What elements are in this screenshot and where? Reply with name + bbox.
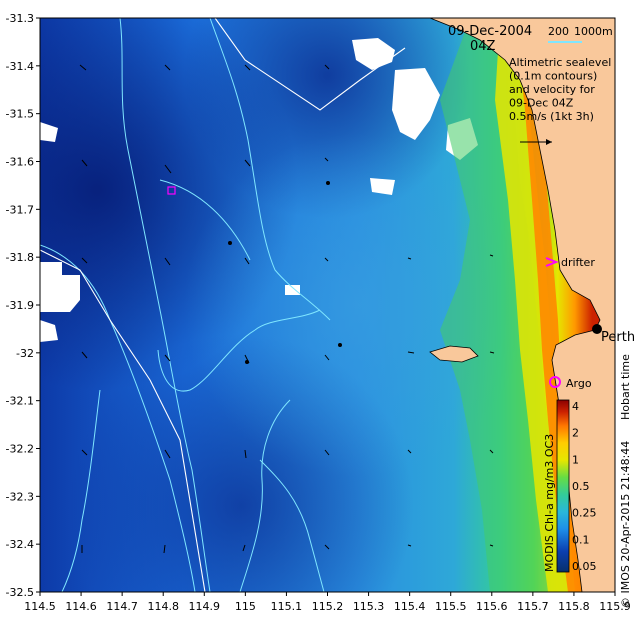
x-tick-label: 115.7 bbox=[517, 600, 549, 613]
y-tick-label: -31.3 bbox=[6, 12, 34, 25]
legend-line: and velocity for bbox=[509, 83, 595, 96]
y-axis-ticks: -31.3 -31.4 -31.5 -31.6 -31.7 -31.8 -31.9 -32 -3… bbox=[6, 12, 40, 599]
x-axis-ticks: 114.5 114.6 114.7 114.8 114.9 115 115.1 115.2 11… bbox=[24, 592, 631, 613]
y-tick-label: -31.8 bbox=[6, 251, 34, 264]
y-tick-label: -32.3 bbox=[6, 490, 34, 503]
plot-area bbox=[40, 18, 615, 592]
x-tick-label: 114.7 bbox=[106, 600, 138, 613]
drifter-label: drifter bbox=[561, 256, 595, 269]
colorbar-tick-label: 2 bbox=[572, 427, 579, 440]
scale-label-right: 1000m bbox=[574, 25, 613, 38]
colorbar-title: MODIS Chl-a mg/m3 OC3 bbox=[543, 434, 556, 572]
colorbar-scale bbox=[556, 399, 570, 573]
y-tick-label: -31.7 bbox=[6, 203, 34, 216]
legend-line: 0.5m/s (1kt 3h) bbox=[509, 110, 594, 123]
x-tick-label: 115.3 bbox=[353, 600, 385, 613]
legend-text-block: Altimetric sealevel(0.1m contours)and ve… bbox=[509, 56, 611, 123]
x-tick-label: 115.2 bbox=[312, 600, 344, 613]
x-tick-label: 115.1 bbox=[271, 600, 303, 613]
square-marker bbox=[167, 186, 176, 195]
legend-line: Altimetric sealevel bbox=[509, 56, 611, 69]
y-tick-label: -31.6 bbox=[6, 156, 34, 169]
y-tick-label: -32.2 bbox=[6, 443, 34, 456]
perth-marker bbox=[592, 324, 602, 334]
legend-line: (0.1m contours) bbox=[509, 70, 597, 83]
x-tick-label: 114.9 bbox=[189, 600, 221, 613]
y-tick-label: -32 bbox=[16, 347, 34, 360]
colorbar-tick-label: 4 bbox=[572, 400, 579, 413]
y-tick-label: -31.9 bbox=[6, 299, 34, 312]
white-boundary-lines bbox=[40, 18, 406, 592]
legend-line: 09-Dec 04Z bbox=[509, 97, 574, 110]
x-tick-label: 115.6 bbox=[476, 600, 508, 613]
drifter-marker bbox=[545, 257, 559, 267]
credit-side: Hobart time bbox=[619, 354, 632, 420]
y-tick-label: -32.4 bbox=[6, 538, 34, 551]
x-tick-label: 115.8 bbox=[558, 600, 590, 613]
colorbar-tick-label: 0.1 bbox=[572, 533, 590, 546]
scale-label-left: 200 bbox=[548, 25, 569, 38]
credit-bottom: © IMOS 20-Apr-2015 21:48:44 bbox=[619, 441, 632, 608]
colorbar-tick-label: 0.5 bbox=[572, 480, 590, 493]
x-tick-label: 114.8 bbox=[147, 600, 179, 613]
y-tick-label: -32.1 bbox=[6, 395, 34, 408]
colorbar: 4 2 1 0.5 0.25 0.1 0.05 MODIS Chl-a mg/m3 OC3 bbox=[543, 399, 597, 573]
sealevel-contours bbox=[40, 18, 331, 592]
y-tick-label: -32.5 bbox=[6, 586, 34, 599]
velocity-arrows bbox=[79, 64, 495, 554]
perth-label: Perth bbox=[601, 330, 635, 345]
time-title: 04Z bbox=[470, 39, 496, 54]
x-tick-label: 114.6 bbox=[65, 600, 97, 613]
argo-label: Argo bbox=[566, 377, 592, 390]
x-tick-label: 114.5 bbox=[24, 600, 56, 613]
argo-marker bbox=[549, 376, 561, 388]
x-tick-label: 115.4 bbox=[394, 600, 426, 613]
x-tick-label: 115.9 bbox=[599, 600, 631, 613]
y-tick-label: -31.5 bbox=[6, 108, 34, 121]
colorbar-tick-label: 0.05 bbox=[572, 560, 597, 573]
legend-arrow bbox=[520, 139, 552, 145]
y-tick-label: -31.4 bbox=[6, 60, 34, 73]
island bbox=[429, 345, 479, 363]
x-tick-label: 115.5 bbox=[435, 600, 467, 613]
colorbar-tick-label: 1 bbox=[572, 453, 579, 466]
colorbar-tick-label: 0.25 bbox=[572, 507, 597, 520]
x-tick-label: 115 bbox=[235, 600, 256, 613]
date-title: 09-Dec-2004 bbox=[448, 24, 532, 39]
colorbar-ticks: 4 2 1 0.5 0.25 0.1 0.05 bbox=[572, 400, 597, 573]
